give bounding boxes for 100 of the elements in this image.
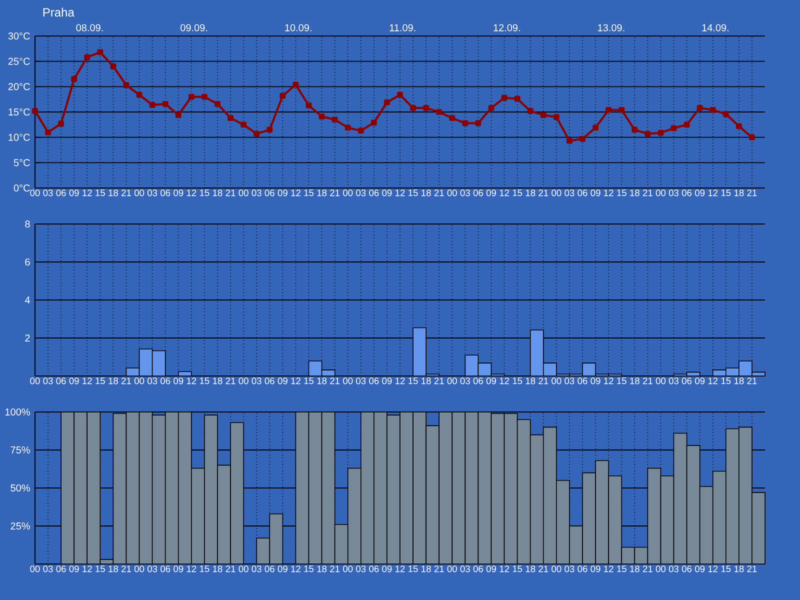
y-tick-label: 30°C bbox=[8, 32, 30, 40]
point bbox=[488, 105, 494, 111]
point bbox=[553, 114, 560, 120]
x-tick-label: 21 bbox=[122, 566, 131, 572]
x-tick-label: 06 bbox=[369, 190, 379, 196]
text: 13.09. bbox=[598, 24, 624, 32]
point bbox=[280, 92, 286, 99]
x-tick-label: 15 bbox=[512, 190, 522, 196]
x-tick-label: 15 bbox=[304, 378, 314, 384]
x-tick-label: 03 bbox=[43, 190, 53, 196]
x-tick-label: 06 bbox=[264, 190, 274, 196]
x-tick-label: 03 bbox=[43, 378, 53, 384]
y-tick-label: 5°C bbox=[14, 159, 30, 166]
text: 14.09. bbox=[702, 24, 728, 32]
x-tick-label: 18 bbox=[213, 566, 222, 572]
x-tick-label: 12 bbox=[708, 566, 718, 572]
x-tick-label: 06 bbox=[369, 378, 379, 384]
point bbox=[670, 125, 677, 132]
x-tick-label: 09 bbox=[590, 190, 600, 196]
x-tick-label: 18 bbox=[317, 566, 327, 572]
x-tick-label: 00 bbox=[656, 190, 666, 196]
x-tick-label: 15 bbox=[96, 378, 105, 384]
x-tick-label: 09 bbox=[174, 566, 184, 572]
x-tick-label: 21 bbox=[538, 566, 548, 572]
x-tick-label: 09 bbox=[694, 566, 705, 572]
x-tick-label: 09 bbox=[382, 190, 392, 196]
x-tick-label: 03 bbox=[252, 378, 262, 384]
point bbox=[606, 107, 612, 113]
x-tick-label: 03 bbox=[668, 190, 679, 196]
y-tick-label: 20°C bbox=[8, 83, 30, 90]
x-tick-label: 03 bbox=[668, 378, 679, 384]
x-tick-label: 00 bbox=[134, 190, 144, 196]
point bbox=[644, 130, 651, 137]
x-tick-label: 21 bbox=[434, 190, 444, 196]
point bbox=[618, 107, 625, 113]
point bbox=[475, 120, 482, 126]
x-tick-label: 09 bbox=[382, 566, 392, 572]
y-tick-label: 10°C bbox=[8, 134, 30, 141]
x-tick-label: 09 bbox=[278, 190, 288, 196]
point bbox=[580, 136, 586, 142]
x-tick-label: 15 bbox=[408, 190, 418, 196]
x-tick-label: 18 bbox=[108, 190, 118, 196]
x-tick-label: 18 bbox=[526, 566, 536, 572]
x-tick-label: 06 bbox=[264, 566, 274, 572]
x-tick-label: 03 bbox=[43, 566, 53, 572]
x-tick-label: 03 bbox=[356, 566, 366, 572]
x-tick-label: 18 bbox=[108, 566, 118, 572]
x-tick-label: 09 bbox=[694, 190, 705, 196]
point bbox=[370, 120, 377, 126]
point bbox=[123, 82, 130, 88]
point bbox=[84, 54, 90, 60]
x-tick-label: 12 bbox=[604, 378, 614, 384]
x-tick-label: 09 bbox=[174, 378, 184, 384]
x-tick-label: 00 bbox=[552, 378, 562, 384]
x-tick-label: 21 bbox=[330, 378, 340, 384]
x-tick-label: 00 bbox=[343, 566, 353, 572]
x-tick-label: 09 bbox=[69, 190, 79, 196]
x-tick-label: 06 bbox=[369, 566, 379, 572]
y-tick-label: 15°C bbox=[8, 108, 30, 116]
point bbox=[149, 102, 156, 108]
x-tick-label: 03 bbox=[356, 378, 366, 384]
point bbox=[384, 99, 390, 106]
point bbox=[501, 94, 508, 101]
point bbox=[332, 116, 338, 123]
point bbox=[228, 115, 234, 122]
point bbox=[45, 129, 51, 136]
text: 12.09. bbox=[494, 24, 520, 32]
x-tick-label: 03 bbox=[564, 190, 574, 196]
x-tick-label: 00 bbox=[552, 566, 562, 572]
point bbox=[292, 82, 299, 88]
x-tick-label: 06 bbox=[578, 566, 588, 572]
x-tick-label: 00 bbox=[656, 566, 666, 572]
x-tick-label: 18 bbox=[108, 378, 118, 384]
x-tick-label: 03 bbox=[147, 190, 158, 196]
text: 09.09. bbox=[180, 24, 208, 32]
x-tick-label: 06 bbox=[264, 378, 274, 384]
x-tick-label: 15 bbox=[617, 378, 626, 384]
x-tick-label: 00 bbox=[552, 190, 562, 196]
x-tick-label: 21 bbox=[330, 190, 340, 196]
x-tick-label: 00 bbox=[30, 378, 40, 384]
point bbox=[318, 114, 325, 120]
x-tick-label: 03 bbox=[252, 190, 262, 196]
x-tick-label: 00 bbox=[447, 378, 457, 384]
point bbox=[696, 105, 703, 111]
point bbox=[749, 134, 755, 140]
x-tick-label: 21 bbox=[747, 566, 757, 572]
y-tick-label: 0°C bbox=[14, 184, 30, 192]
x-tick-label: 21 bbox=[330, 566, 340, 572]
x-tick-label: 15 bbox=[512, 378, 522, 384]
x-tick-label: 18 bbox=[422, 566, 431, 572]
x-tick-label: 09 bbox=[486, 378, 496, 384]
x-tick-label: 03 bbox=[460, 566, 470, 572]
x-tick-label: 21 bbox=[642, 190, 652, 196]
text: 11.09. bbox=[390, 24, 416, 32]
point bbox=[306, 102, 312, 108]
x-tick-label: 09 bbox=[174, 190, 184, 196]
x-tick-label: 21 bbox=[747, 378, 757, 384]
x-tick-label: 12 bbox=[500, 378, 510, 384]
x-tick-label: 09 bbox=[486, 566, 496, 572]
x-tick-label: 06 bbox=[160, 566, 170, 572]
